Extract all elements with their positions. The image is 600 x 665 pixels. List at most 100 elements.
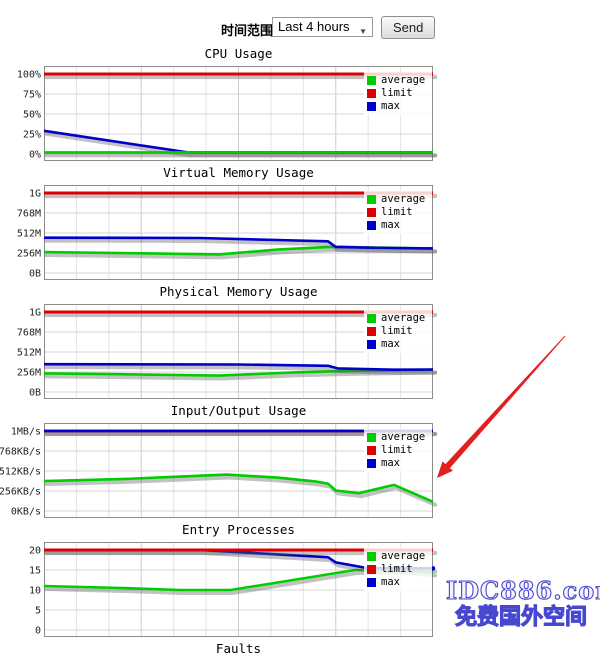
y-axis-tick: 1G (29, 308, 41, 319)
chart-legend: average limit max (364, 72, 432, 115)
y-axis-tick: 10 (29, 586, 41, 597)
y-axis-tick: 1G (29, 189, 41, 200)
y-axis-tick: 512KB/s (0, 467, 41, 478)
legend-label: average (381, 550, 426, 562)
legend-label: max (381, 457, 400, 469)
legend-item-max: max (367, 100, 430, 112)
limit-swatch-icon (367, 564, 376, 574)
y-axis-tick: 256M (17, 249, 41, 260)
legend-item-average: average (367, 550, 430, 562)
series-max (43, 236, 434, 250)
time-range-select[interactable]: Last 4 hours ▼ (272, 17, 373, 37)
legend-label: average (381, 193, 426, 205)
series-average (43, 368, 434, 377)
watermark-site: IDC886.com (445, 576, 600, 605)
average-swatch-icon (367, 75, 376, 85)
y-axis-tick: 512M (17, 229, 41, 240)
legend-label: average (381, 312, 426, 324)
watermark-slogan: 免费国外空间 (454, 604, 587, 630)
legend-label: limit (381, 325, 413, 337)
y-axis-tick: 0KB/s (11, 507, 41, 518)
legend-label: limit (381, 444, 413, 456)
time-range-value: Last 4 hours (278, 19, 350, 34)
legend-item-average: average (367, 312, 430, 324)
chart-entry-processes: Entry Processes 20 15 10 5 0 average limit max (0, 522, 438, 637)
chart-cpu-usage: CPU Usage 100% 75% 50% 25% 0% average limit max (0, 46, 438, 161)
y-axis-tick: 768M (17, 209, 41, 220)
y-axis-tick: 768KB/s (0, 447, 41, 458)
y-axis-tick: 0B (29, 388, 41, 399)
chevron-down-icon: ▼ (359, 27, 367, 36)
limit-swatch-icon (367, 88, 376, 98)
max-swatch-icon (367, 101, 376, 111)
max-swatch-icon (367, 220, 376, 230)
legend-label: average (381, 431, 426, 443)
chart-legend: average limit max (364, 191, 432, 234)
legend-label: limit (381, 206, 413, 218)
average-swatch-icon (367, 551, 376, 561)
watermark: IDC886.com 免费国外空间 (445, 576, 600, 630)
legend-label: limit (381, 87, 413, 99)
limit-swatch-icon (367, 445, 376, 455)
chart-title: Entry Processes (182, 522, 295, 537)
legend-item-max: max (367, 457, 430, 469)
red-arrow-icon (437, 335, 566, 478)
y-axis-tick: 0 (35, 626, 41, 637)
average-swatch-icon (367, 432, 376, 442)
chart-faults: Faults (0, 641, 434, 661)
y-axis-tick: 100% (17, 70, 41, 81)
chart-title: CPU Usage (204, 46, 273, 61)
y-axis-tick: 75% (23, 90, 41, 101)
legend-label: max (381, 576, 400, 588)
legend-label: max (381, 338, 400, 350)
send-button[interactable]: Send (381, 16, 436, 39)
legend-item-limit: limit (367, 87, 430, 99)
legend-item-average: average (367, 431, 430, 443)
legend-item-limit: limit (367, 563, 430, 575)
legend-item-limit: limit (367, 444, 430, 456)
chart-legend: average limit max (364, 310, 432, 353)
y-axis-tick: 768M (17, 328, 41, 339)
charts-column: CPU Usage 100% 75% 50% 25% 0% average limit max V… (0, 46, 438, 665)
chart-title: Virtual Memory Usage (163, 165, 314, 180)
legend-label: limit (381, 563, 413, 575)
chart-title: Physical Memory Usage (159, 284, 318, 299)
y-axis-tick: 20 (29, 546, 41, 557)
chart-virtual-memory-usage: Virtual Memory Usage 1G 768M 512M 256M 0B aver… (0, 165, 438, 280)
y-axis-tick: 0% (29, 150, 41, 161)
chart-title: Faults (215, 641, 262, 656)
y-axis-tick: 0B (29, 269, 41, 280)
y-axis-tick: 1MB/s (11, 427, 41, 438)
time-range-bar: 时间范围: Last 4 hours ▼ Send (0, 15, 600, 41)
legend-item-average: average (367, 74, 430, 86)
chart-title: Input/Output Usage (170, 403, 307, 418)
legend-label: average (381, 74, 426, 86)
chart-legend: average limit max (364, 429, 432, 472)
y-axis-tick: 256KB/s (0, 487, 41, 498)
max-swatch-icon (367, 339, 376, 349)
legend-item-max: max (367, 576, 430, 588)
y-axis-tick: 15 (29, 566, 41, 577)
legend-item-limit: limit (367, 206, 430, 218)
chart-legend: average limit max (364, 548, 432, 591)
legend-item-max: max (367, 338, 430, 350)
legend-label: max (381, 219, 400, 231)
chart-physical-memory-usage: Physical Memory Usage 1G 768M 512M 256M 0B ave… (0, 284, 438, 399)
legend-label: max (381, 100, 400, 112)
y-axis-tick: 256M (17, 368, 41, 379)
legend-item-limit: limit (367, 325, 430, 337)
limit-swatch-icon (367, 207, 376, 217)
max-swatch-icon (367, 577, 376, 587)
limit-swatch-icon (367, 326, 376, 336)
legend-item-max: max (367, 219, 430, 231)
y-axis-tick: 5 (35, 606, 41, 617)
y-axis-tick: 25% (23, 130, 41, 141)
average-swatch-icon (367, 194, 376, 204)
y-axis-tick: 50% (23, 110, 41, 121)
series-max (43, 362, 434, 371)
average-swatch-icon (367, 313, 376, 323)
legend-item-average: average (367, 193, 430, 205)
max-swatch-icon (367, 458, 376, 468)
series-average (43, 473, 434, 503)
time-range-label: 时间范围: (221, 23, 278, 38)
